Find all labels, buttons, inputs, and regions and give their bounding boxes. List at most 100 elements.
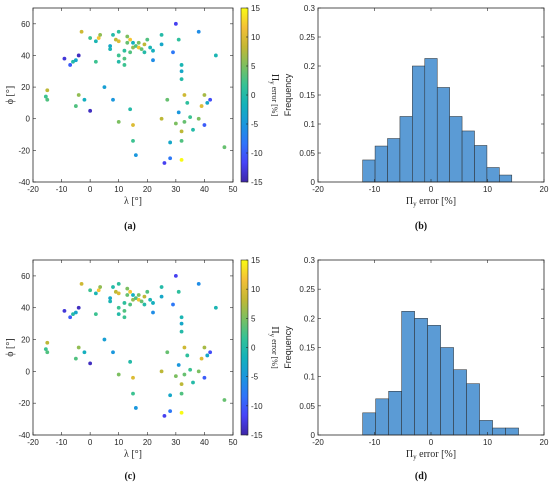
histogram-bar	[505, 427, 519, 436]
colorbar-label-rest: error [%]	[270, 85, 279, 117]
x-tick-label: 40	[200, 438, 209, 447]
scatter-point	[116, 305, 121, 310]
scatter-point	[222, 398, 227, 402]
colorbar-label: Πy error [%]	[268, 74, 280, 117]
scatter-point	[116, 39, 121, 44]
scatter-point	[191, 380, 195, 385]
scatter-point	[139, 299, 144, 304]
histogram-bar	[424, 58, 438, 183]
scatter-point	[131, 40, 135, 45]
scatter-point	[128, 302, 133, 307]
scatter-point	[131, 138, 135, 143]
x-tick-label: -20	[27, 438, 39, 447]
x-tick-label: 50	[229, 438, 238, 447]
scatter-point	[142, 50, 147, 55]
scatter-point	[213, 53, 218, 58]
colorbar-tick-label: 0	[251, 344, 256, 353]
scatter-point	[159, 116, 164, 121]
x-tick-label: -10	[56, 438, 68, 447]
colorbar-tick-label: 5	[251, 62, 256, 71]
scatter-point	[108, 47, 113, 52]
scatter-point	[182, 119, 187, 124]
scatter-point	[222, 145, 227, 150]
histogram-bar	[399, 116, 413, 183]
scatter-point	[159, 294, 164, 299]
histogram-bar	[461, 130, 475, 183]
scatter-point	[73, 104, 78, 108]
x-tick-label: 20	[540, 185, 549, 194]
scatter-point	[196, 29, 201, 34]
scatter-point	[179, 157, 184, 162]
scatter-point	[45, 97, 50, 102]
scatter-point	[98, 32, 103, 37]
scatter-point	[88, 288, 93, 293]
scatter-point	[176, 110, 181, 115]
scatter-point	[179, 315, 184, 320]
x-axis-label-main: Π	[406, 449, 413, 460]
scatter-point	[179, 69, 184, 74]
scatter-point	[45, 88, 50, 93]
scatter-point	[43, 347, 48, 351]
histogram-bar	[486, 167, 500, 183]
y-tick-label: 20	[21, 83, 30, 92]
y-tick-label: 0.15	[299, 91, 315, 100]
scatter-point	[45, 340, 50, 345]
scatter-point	[76, 305, 81, 310]
scatter-point	[191, 127, 195, 132]
colorbar-tick-label: 5	[251, 314, 256, 323]
scatter-point	[79, 29, 84, 34]
scatter-point	[145, 289, 150, 294]
scatter-point	[125, 293, 130, 297]
x-tick-label: 0	[429, 438, 434, 447]
scatter-point	[182, 345, 187, 350]
y-tick-label: -40	[18, 431, 30, 440]
scatter-point	[122, 315, 127, 320]
y-tick-label: -20	[18, 399, 30, 408]
scatter-point	[45, 350, 50, 355]
y-tick-label: 0	[311, 178, 316, 187]
scatter-point	[173, 274, 178, 278]
y-axis-label: Frequency	[283, 73, 293, 116]
scatter-point	[125, 34, 130, 39]
scatter-point	[199, 104, 204, 108]
x-axis-label-main: Π	[406, 196, 413, 207]
scatter-point	[116, 291, 121, 296]
y-tick-label: 60	[21, 272, 30, 281]
histogram-bar	[388, 391, 402, 436]
scatter-point	[93, 312, 98, 316]
scatter-point	[165, 350, 170, 355]
colorbar-label-main: Π	[269, 74, 280, 81]
scatter-point	[113, 289, 118, 294]
scatter-point	[122, 63, 127, 67]
colorbar-tick-label: -15	[251, 178, 263, 187]
plot-frame	[32, 7, 234, 183]
scatter-point	[213, 305, 218, 310]
scatter-point	[133, 296, 138, 301]
panel-caption: (b)	[415, 221, 427, 232]
scatter-point	[173, 374, 178, 379]
scatter-point	[188, 115, 193, 120]
scatter-point	[151, 58, 155, 63]
x-tick-label: 10	[114, 438, 123, 447]
scatter-point	[179, 63, 184, 67]
panel-a: -15 -10 -5 0 5 10 15 Πy error [%] -20 -10 0 10 20 30 4…	[5, 4, 280, 232]
x-tick-label: 0	[88, 438, 93, 447]
scatter-point	[202, 345, 207, 350]
scatter-point	[79, 281, 84, 286]
x-axis-label-rest: error [%]	[417, 196, 456, 207]
y-tick-label: 20	[21, 336, 30, 345]
scatter-point	[179, 129, 184, 134]
scatter-point	[179, 321, 184, 326]
x-tick-label: -20	[27, 185, 39, 194]
colorbar-tick-label: 15	[251, 256, 260, 265]
x-tick-label: 40	[200, 185, 209, 194]
x-tick-label: -20	[312, 438, 324, 447]
scatter-point	[162, 414, 167, 418]
x-tick-label: 20	[143, 185, 152, 194]
scatter-point	[179, 382, 184, 386]
scatter-point	[116, 281, 121, 286]
scatter-point	[139, 47, 144, 52]
scatter-point	[108, 296, 113, 301]
scatter-point	[62, 56, 67, 61]
scatter-point	[136, 293, 141, 297]
